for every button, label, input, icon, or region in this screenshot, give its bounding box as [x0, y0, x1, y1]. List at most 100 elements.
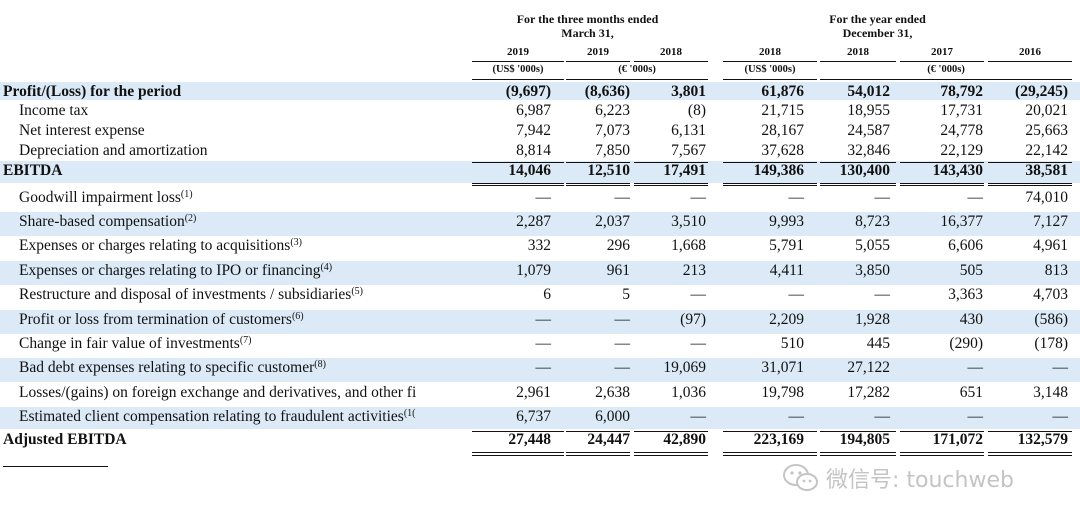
total-rule-top — [900, 431, 984, 432]
row-label-text: Net interest expense — [19, 122, 145, 139]
footnote-marker: (3) — [290, 237, 302, 248]
unit-header: (€ '000s) — [927, 64, 965, 75]
cell-value: 5,055 — [855, 237, 890, 254]
total-double-rule — [566, 455, 630, 456]
cell-value: — — [788, 408, 805, 425]
footnote-rule — [3, 466, 108, 467]
cell-value: 8,723 — [855, 213, 890, 230]
row-label: EBITDA — [3, 162, 468, 180]
row-label: Income tax — [19, 102, 471, 120]
cell-value: 17,282 — [847, 384, 890, 401]
year-header: 2019 — [587, 46, 609, 58]
cell-value: 74,010 — [1025, 189, 1068, 206]
row-label-text: Losses/(gains) on foreign exchange and d… — [19, 384, 417, 401]
row-shade — [0, 310, 1080, 334]
unit-rule — [723, 79, 817, 80]
cell-value: 17,731 — [940, 102, 983, 119]
cell-value: — — [690, 189, 707, 206]
row-label-text: Adjusted EBITDA — [3, 431, 127, 448]
total-double-rule — [472, 452, 564, 453]
cell-value: 143,430 — [932, 162, 983, 179]
cell-value: — — [614, 359, 631, 376]
cell-value: (8,636) — [584, 83, 630, 100]
cell-value: 61,876 — [761, 83, 804, 100]
cell-value: 9,993 — [769, 213, 804, 230]
total-double-rule — [900, 455, 984, 456]
row-shade — [0, 212, 1080, 236]
total-rule-top — [820, 431, 896, 432]
cell-value: 42,890 — [663, 431, 706, 448]
year-header: 2018 — [847, 46, 869, 58]
cell-value: — — [1052, 359, 1069, 376]
header-rule — [820, 61, 896, 62]
group-header-line: March 31, — [561, 26, 614, 40]
cell-value: 78,792 — [940, 83, 983, 100]
cell-value: — — [690, 286, 707, 303]
cell-value: 17,491 — [663, 162, 706, 179]
cell-value: — — [535, 311, 552, 328]
cell-value: 651 — [959, 384, 983, 401]
row-shade — [0, 358, 1080, 382]
cell-value: 16,377 — [940, 213, 983, 230]
cell-value: 4,411 — [769, 262, 804, 279]
cell-value: 5,791 — [769, 237, 804, 254]
cell-value: 6,223 — [595, 102, 630, 119]
cell-value: — — [967, 408, 984, 425]
row-label-text: Profit or loss from termination of custo… — [19, 311, 292, 328]
cell-value: 7,850 — [595, 142, 630, 159]
subtotal-rule-top — [988, 162, 1072, 163]
unit-rule — [566, 79, 708, 80]
cell-value: 7,567 — [671, 142, 706, 159]
cell-value: 171,072 — [932, 431, 983, 448]
cell-value: — — [614, 311, 631, 328]
cell-value: 27,448 — [508, 431, 551, 448]
cell-value: 24,587 — [847, 122, 890, 139]
row-label-text: Estimated client compensation relating t… — [19, 408, 404, 425]
row-label-text: Expenses or charges relating to IPO or f… — [19, 262, 321, 279]
cell-value: (290) — [949, 335, 983, 352]
unit-rule — [472, 79, 564, 80]
cell-value: — — [690, 408, 707, 425]
row-label: Expenses or charges relating to IPO or f… — [19, 262, 471, 280]
wechat-icon — [782, 463, 820, 493]
cell-value: 18,955 — [847, 102, 890, 119]
cell-value: 813 — [1044, 262, 1068, 279]
row-label-text: Depreciation and amortization — [19, 142, 208, 159]
cell-value: — — [535, 359, 552, 376]
total-rule-top — [988, 431, 1072, 432]
cell-value: 24,778 — [940, 122, 983, 139]
row-label: Expenses or charges relating to acquisit… — [19, 237, 471, 255]
row-shade — [0, 82, 1080, 100]
cell-value: (178) — [1034, 335, 1068, 352]
cell-value: — — [535, 335, 552, 352]
cell-value: 19,798 — [761, 384, 804, 401]
subtotal-rule — [820, 183, 896, 184]
cell-value: 54,012 — [847, 83, 890, 100]
cell-value: — — [1052, 408, 1069, 425]
header-rule — [472, 61, 564, 62]
cell-value: 3,363 — [948, 286, 983, 303]
header-rule — [566, 61, 630, 62]
cell-value: 6,987 — [516, 102, 551, 119]
total-double-rule — [988, 455, 1072, 456]
cell-value: 25,663 — [1025, 122, 1068, 139]
cell-value: 2,209 — [769, 311, 804, 328]
cell-value: 7,942 — [516, 122, 551, 139]
year-header: 2017 — [931, 46, 953, 58]
total-double-rule — [472, 455, 564, 456]
cell-value: 4,961 — [1033, 237, 1068, 254]
row-label-text: Goodwill impairment loss — [19, 189, 181, 206]
cell-value: 12,510 — [587, 162, 630, 179]
cell-value: 6,000 — [595, 408, 630, 425]
subtotal-rule — [988, 183, 1072, 184]
total-double-rule — [723, 452, 817, 453]
total-double-rule — [988, 452, 1072, 453]
year-header: 2019 — [507, 46, 529, 58]
cell-value: 27,122 — [847, 359, 890, 376]
total-double-rule — [634, 452, 708, 453]
subtotal-rule-top — [723, 162, 817, 163]
row-label-text: Restructure and disposal of investments … — [19, 286, 352, 303]
unit-header: (€ '000s) — [618, 64, 656, 75]
row-shade — [0, 407, 1080, 429]
subtotal-rule — [566, 183, 630, 184]
